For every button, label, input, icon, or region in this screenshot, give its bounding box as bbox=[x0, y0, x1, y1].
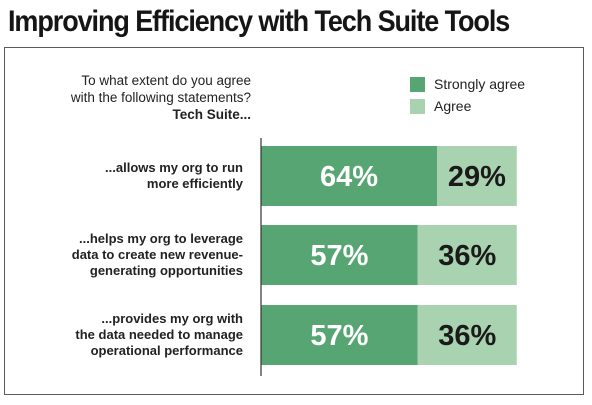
data-label: 57% bbox=[310, 320, 368, 352]
data-label: 29% bbox=[448, 161, 506, 193]
legend-item-strongly-agree: Strongly agree bbox=[410, 73, 525, 95]
data-label: 57% bbox=[310, 240, 368, 272]
legend-swatch-agree bbox=[410, 98, 425, 114]
category-label: operational performance bbox=[91, 343, 243, 358]
category-label: ...provides my org with bbox=[101, 311, 243, 326]
bar-strongly-agree bbox=[261, 305, 418, 365]
category-label: the data needed to manage bbox=[75, 327, 243, 342]
category-label: generating opportunities bbox=[90, 263, 243, 278]
category-label: more efficiently bbox=[147, 176, 244, 191]
category-label: ...helps my org to leverage bbox=[79, 231, 243, 246]
legend-label-strongly-agree: Strongly agree bbox=[434, 76, 526, 92]
data-label: 36% bbox=[438, 320, 496, 352]
bar-agree bbox=[417, 225, 517, 285]
chart-frame bbox=[4, 47, 584, 395]
legend-label-agree: Agree bbox=[434, 98, 472, 114]
category-label: data to create new revenue- bbox=[72, 247, 243, 262]
legend-swatch-strongly-agree bbox=[410, 76, 425, 92]
chart-title: Improving Efficiency with Tech Suite Too… bbox=[8, 5, 510, 38]
bar-strongly-agree bbox=[261, 146, 437, 206]
question-line-2: with the following statements? bbox=[70, 90, 251, 105]
question-line-1: To what extent do you agree bbox=[81, 73, 251, 88]
question-subject: Tech Suite... bbox=[172, 107, 251, 122]
category-label: ...allows my org to run bbox=[105, 160, 243, 175]
legend-item-agree: Agree bbox=[410, 95, 525, 117]
data-label: 64% bbox=[320, 161, 378, 193]
data-label: 36% bbox=[438, 240, 496, 272]
bar-agree bbox=[437, 146, 517, 206]
bar-strongly-agree bbox=[261, 225, 418, 285]
question-text: To what extent do you agree with the fol… bbox=[71, 72, 251, 123]
legend: Strongly agree Agree bbox=[410, 73, 525, 117]
bar-agree bbox=[417, 305, 517, 365]
